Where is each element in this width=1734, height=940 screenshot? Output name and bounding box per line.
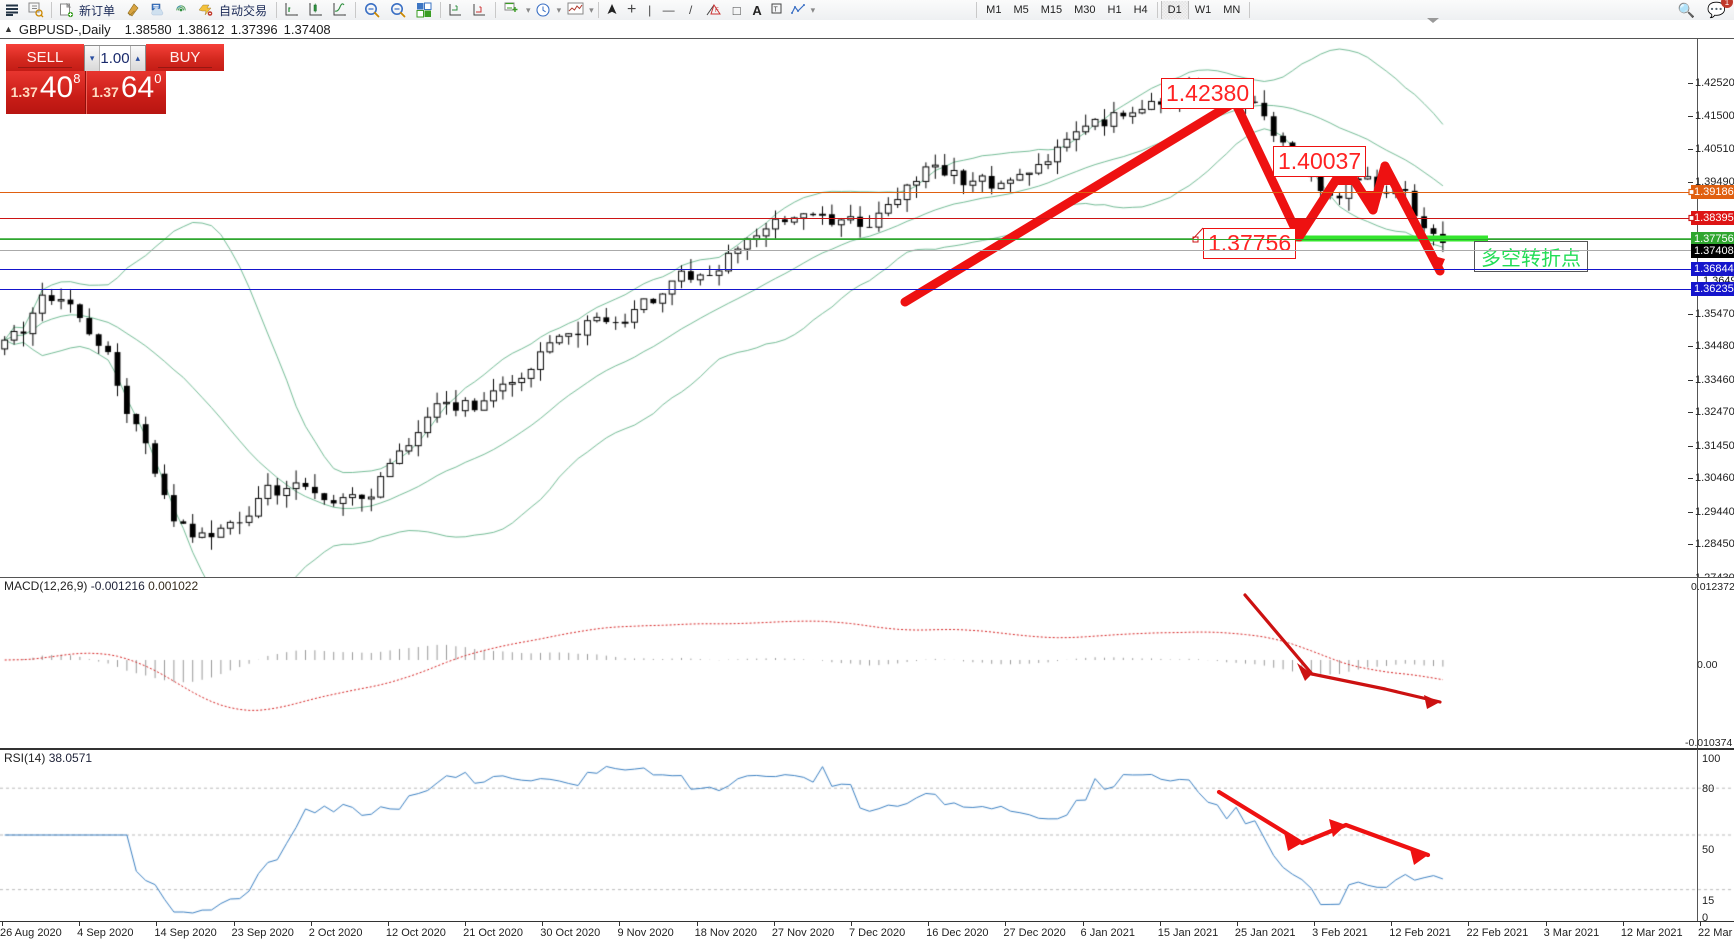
- svg-text:T: T: [773, 7, 778, 14]
- svg-text:F: F: [715, 8, 719, 14]
